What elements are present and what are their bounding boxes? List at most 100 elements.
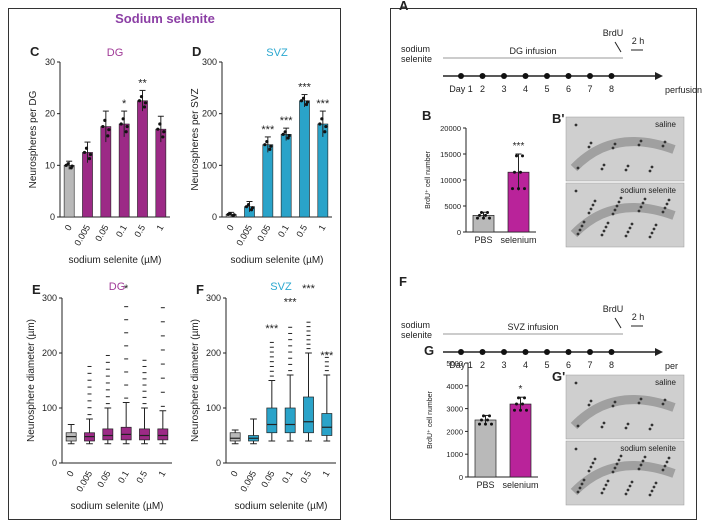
labeled-cell: [574, 381, 578, 385]
labeled-cell: [611, 212, 615, 216]
x-tick-label: 0: [63, 223, 74, 232]
labeled-cell: [615, 462, 619, 466]
y-tick-label: 30: [45, 57, 55, 67]
data-point: [301, 96, 306, 100]
labeled-cell: [641, 459, 645, 463]
y-tick-label: 0: [212, 212, 217, 222]
timeline-day-dot: [522, 349, 529, 355]
x-axis-label: sodium selenite (µM): [70, 501, 163, 512]
data-point: [156, 127, 160, 131]
box: [120, 426, 132, 441]
y-tick-label: 1000: [446, 450, 463, 459]
significance-mark: ***: [280, 115, 294, 127]
data-point: [158, 122, 162, 126]
labeled-cell: [611, 404, 615, 408]
data-point: [87, 157, 92, 161]
x-tick-label: 0: [65, 469, 76, 478]
timeline-treatment-label: sodium: [401, 44, 430, 54]
significance-mark: ***: [320, 350, 334, 362]
significance-mark: ***: [513, 141, 525, 152]
labeled-cell: [639, 205, 643, 209]
labeled-cell: [637, 143, 641, 147]
labeled-cell: [593, 457, 597, 461]
timeline-day-dot: [544, 349, 550, 355]
timeline-day-dot: [458, 349, 464, 355]
labeled-cell: [637, 401, 641, 405]
labeled-cell: [576, 232, 580, 236]
labeled-cell: [611, 470, 615, 474]
bar: [63, 165, 75, 218]
labeled-cell: [652, 227, 656, 231]
data-point: [324, 124, 328, 129]
micrograph-Gp: G' saline sodium selenite: [552, 369, 685, 506]
data-point: [283, 130, 287, 134]
bar: [262, 144, 274, 218]
hours-label: 2 h: [632, 36, 645, 46]
timeline-day-label: 3: [501, 360, 506, 370]
data-point: [137, 99, 142, 103]
significance-mark: *: [519, 384, 523, 395]
labeled-cell: [648, 493, 652, 497]
labeled-cell: [628, 484, 632, 488]
timeline-day-label: 5: [544, 84, 549, 94]
data-point: [101, 124, 105, 129]
x-tick-label: 0.05: [259, 469, 276, 489]
labeled-cell: [604, 225, 608, 229]
data-point: [320, 117, 324, 121]
labeled-cell: [641, 201, 645, 205]
labeled-cell: [665, 460, 669, 464]
infusion-label: DG infusion: [509, 46, 556, 56]
x-tick-label: 0.05: [95, 469, 112, 489]
labeled-cell: [602, 421, 606, 425]
timeline-end-label: perfusion: [665, 85, 702, 95]
x-tick-label: 0.005: [74, 469, 94, 494]
box: [229, 432, 241, 442]
y-tick-label: 2000: [446, 427, 463, 436]
labeled-cell: [624, 168, 628, 172]
x-tick-label: 1: [316, 223, 327, 232]
timeline-day-label: 5: [544, 360, 549, 370]
panel-letter: E: [32, 282, 41, 297]
labeled-cell: [619, 454, 623, 458]
timeline-day-dot: [522, 73, 529, 79]
timeline-day-label: Day 1: [449, 360, 473, 370]
labeled-cell: [578, 228, 582, 232]
timeline-day-label: 3: [501, 84, 506, 94]
labeled-cell: [589, 141, 593, 145]
box: [102, 428, 114, 441]
labeled-cell: [652, 485, 656, 489]
x-category-label: PBS: [474, 235, 492, 245]
timeline-day-label: 7: [587, 84, 592, 94]
data-point: [263, 143, 267, 147]
labeled-cell: [650, 231, 654, 235]
labeled-cell: [606, 479, 610, 483]
y-axis-label: BrdU⁺ cell number: [425, 150, 432, 208]
labeled-cell: [593, 199, 597, 203]
labeled-cell: [628, 226, 632, 230]
labeled-cell: [661, 210, 665, 214]
labeled-cell: [587, 469, 591, 473]
labeled-cell: [582, 478, 586, 482]
significance-mark: *: [122, 98, 127, 110]
bar: [299, 100, 310, 218]
labeled-cell: [667, 456, 671, 460]
brdu-label: BrdU: [603, 28, 624, 38]
y-tick-label: 0: [216, 458, 221, 468]
y-tick-label: 0: [457, 228, 461, 237]
labeled-cell: [667, 198, 671, 202]
infusion-label: SVZ infusion: [507, 322, 558, 332]
timeline-arrowhead: [655, 348, 663, 356]
panel-region-label: DG: [109, 281, 126, 293]
data-point: [84, 146, 89, 150]
data-point: [513, 408, 516, 412]
labeled-cell: [648, 235, 652, 239]
x-tick-label: 0.05: [93, 223, 110, 243]
labeled-cell: [624, 234, 628, 238]
x-tick-label: 0.5: [298, 469, 313, 485]
x-tick-label: 0: [225, 223, 236, 232]
x-tick-label: 0.5: [132, 223, 147, 239]
tissue-band: [570, 395, 676, 430]
data-point: [484, 422, 487, 426]
